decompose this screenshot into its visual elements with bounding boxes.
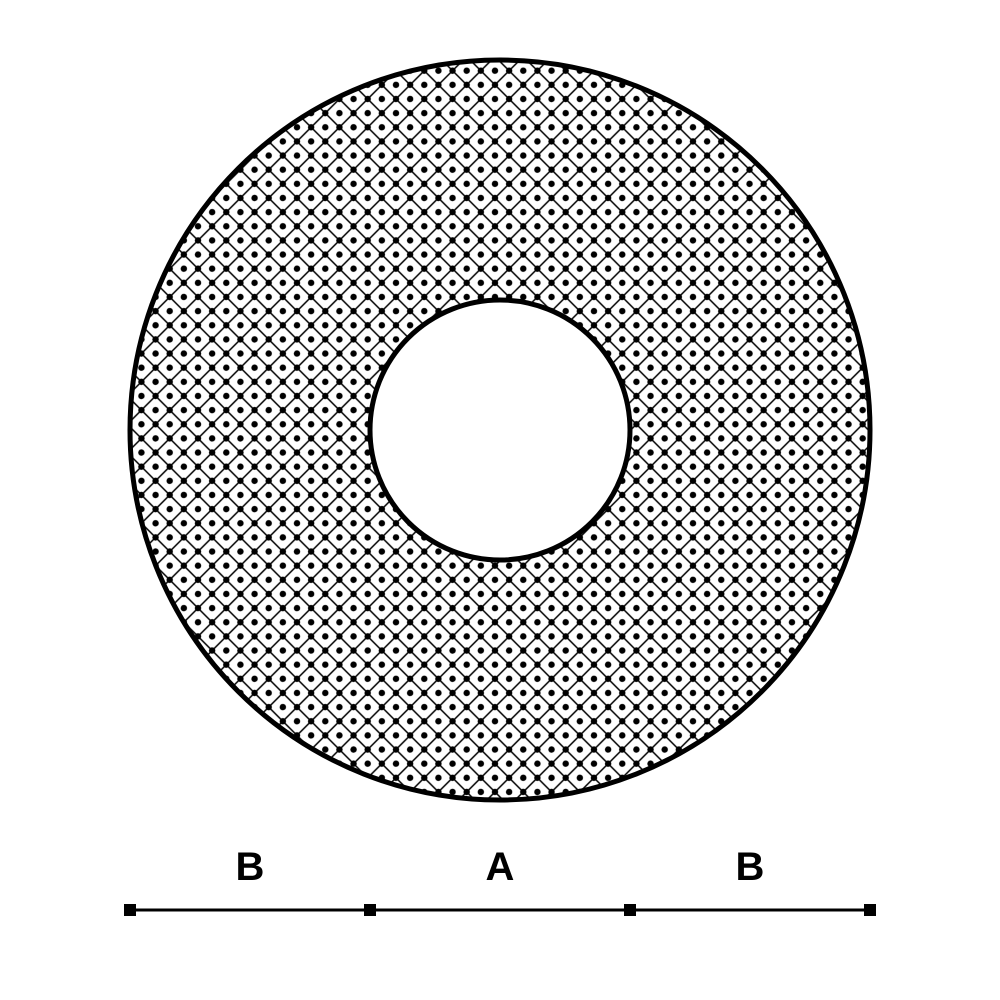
dimension-label: B xyxy=(236,845,265,889)
annulus-cross-section-diagram: BAB xyxy=(0,0,1000,1000)
dimension-label: B xyxy=(736,845,765,889)
dimension-tick xyxy=(624,904,636,916)
dimension-label: A xyxy=(486,845,515,889)
dimension-tick xyxy=(124,904,136,916)
dimension-tick xyxy=(364,904,376,916)
dimension-tick xyxy=(864,904,876,916)
